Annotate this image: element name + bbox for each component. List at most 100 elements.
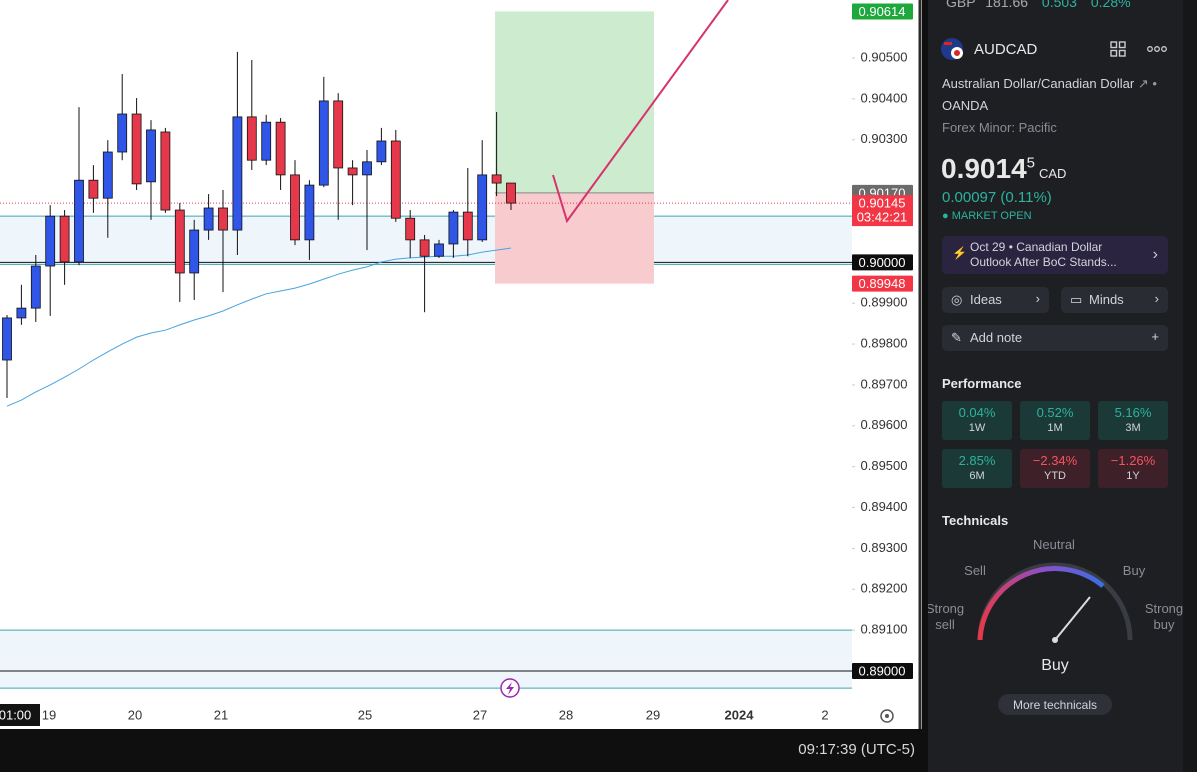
x-tick-label: 20 [128, 707, 142, 722]
countdown-label: 03:42:21 [857, 210, 908, 225]
change: 0.00097 (0.11%) [942, 189, 1052, 206]
candle-body [434, 243, 444, 257]
candle-body [405, 217, 416, 241]
performance-tile: 0.04% 1W [942, 401, 1012, 440]
candle-body [131, 113, 142, 185]
x-tick-label: 2 [821, 707, 828, 722]
last-price-badge [852, 195, 913, 227]
right-toolbar [1183, 0, 1197, 772]
x-tick-label: 01:00 [0, 707, 31, 722]
price-badge-label: 0.89000 [859, 663, 906, 678]
gauge-sell: Sell [964, 563, 986, 578]
y-tick-label: 0.90400 [861, 90, 908, 105]
x-tick-label: 25 [358, 707, 372, 722]
candle-body [390, 140, 401, 219]
performance-period: 1Y [1126, 470, 1140, 482]
currency: CAD [1038, 166, 1067, 181]
y-tick-label: 0.89800 [861, 336, 908, 351]
gauge-strong-sell-1: Strong [928, 601, 965, 616]
performance-period: 6M [969, 470, 985, 482]
lightning [506, 682, 514, 695]
candle-body [290, 174, 300, 241]
add-note-button[interactable]: ✎ Add note + [942, 325, 1168, 351]
price: 0.90145CAD [941, 153, 1066, 185]
loss-zone [495, 192, 654, 284]
more-icon[interactable] [1147, 45, 1167, 53]
profit-zone [495, 11, 654, 193]
candle-body [477, 174, 488, 241]
news-card[interactable]: ⚡ Oct 29 • Canadian Dollar Outlook After… [942, 236, 1168, 274]
performance-value: 5.16% [1114, 405, 1152, 420]
y-tick-label: 0.89900 [861, 295, 908, 310]
candle-body [174, 209, 185, 274]
gauge-strong-sell: Strong sell [928, 601, 967, 633]
news-date: Oct 29 [970, 240, 1006, 254]
candle-body [362, 161, 372, 176]
market-status-text: MARKET OPEN [951, 210, 1032, 222]
y-tick-label: 0.89200 [861, 581, 908, 596]
performance-period: 1M [1047, 422, 1063, 434]
y-tick-label: 0.89100 [861, 622, 908, 637]
y-tick-label: 0.89700 [861, 376, 908, 391]
candle-body [160, 131, 171, 211]
ticker-change: 0.503 [1041, 0, 1077, 10]
candle-body [74, 179, 84, 263]
candle-body [506, 182, 516, 204]
minds-label: Minds [1089, 292, 1124, 307]
ideas-button[interactable]: ◎ Ideas › [942, 287, 1049, 313]
minds-button[interactable]: ▭ Minds › [1061, 287, 1168, 313]
performance-title: Performance [942, 376, 1022, 391]
gauge-strong-buy-1: Strong [1144, 601, 1183, 616]
performance-tile: 2.85% 6M [942, 449, 1012, 488]
candle-body [189, 229, 200, 274]
gauge [977, 562, 1133, 643]
more-technicals-button[interactable]: More technicals [998, 694, 1112, 715]
layout-icon[interactable] [1110, 41, 1126, 57]
price-pip: 5 [1026, 154, 1035, 172]
y-tick-label: 0.90500 [861, 49, 908, 64]
candle-body [448, 211, 459, 245]
candle-body [102, 151, 113, 199]
performance-value: −2.34% [1032, 453, 1078, 468]
candle-body [59, 215, 70, 263]
candle-body [146, 129, 156, 183]
description-text: Australian Dollar/Canadian Dollar [942, 76, 1135, 91]
clock: 09:17:39 (UTC-5) [798, 741, 915, 758]
ideas-label: Ideas [970, 292, 1002, 307]
candle-body [304, 184, 315, 241]
performance-tile: 0.52% 1M [1020, 401, 1090, 440]
drawn-arrow [552, 0, 729, 224]
symbol[interactable]: AUDCAD [974, 41, 1038, 58]
performance-value: −1.26% [1110, 453, 1156, 468]
candle-body [318, 100, 329, 186]
performance-value: 0.04% [958, 405, 996, 420]
candle-body [2, 317, 12, 361]
price-badge [852, 3, 913, 20]
candle-body [419, 239, 430, 257]
x-tick-label: 19 [42, 707, 56, 722]
news-headline-2: Outlook After BoC Stands... [970, 255, 1117, 269]
candle-body [203, 207, 214, 231]
category: Forex Minor: Pacific [942, 120, 1057, 135]
candle-body [16, 307, 27, 319]
price-badge [852, 275, 913, 292]
candle-body [117, 113, 128, 153]
performance-tile: −2.34% YTD [1020, 449, 1090, 488]
y-tick-label: 0.89300 [861, 540, 908, 555]
candle-body [333, 100, 344, 169]
gauge-strong-sell-2: sell [935, 617, 955, 632]
technicals-result: Buy [1041, 657, 1069, 674]
x-tick-label: 2024 [725, 707, 755, 722]
y-tick-label: 0.89500 [861, 458, 908, 473]
news-headline: Canadian Dollar [1016, 240, 1103, 254]
settings-icon[interactable] [880, 709, 894, 723]
status-bar: 09:17:39 (UTC-5) [0, 729, 922, 772]
technicals-title: Technicals [942, 513, 1009, 528]
exchange: OANDA [942, 98, 989, 113]
ticker-percent: 0.28% [1090, 0, 1131, 10]
ticker-price: 181.66 [985, 0, 1029, 10]
candle-body [232, 116, 243, 231]
symbol-panel: GBP 181.66 0.503 0.28% AUDCAD Australian… [928, 0, 1183, 772]
performance-period: YTD [1044, 470, 1066, 482]
